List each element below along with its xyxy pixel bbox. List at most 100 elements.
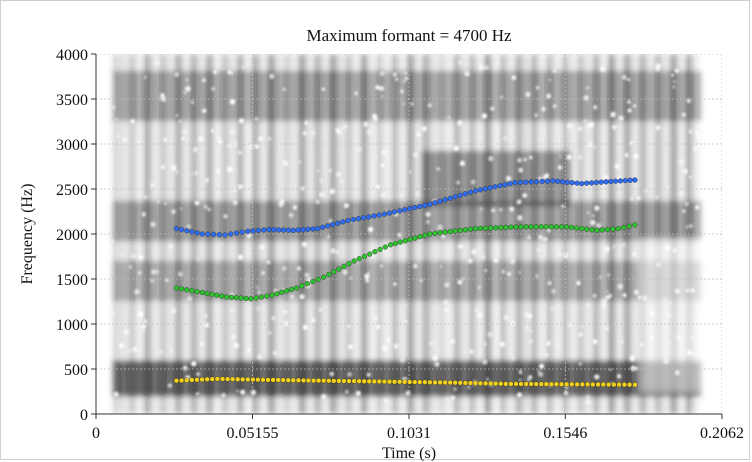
formant-point bbox=[544, 178, 551, 184]
formant-point bbox=[321, 378, 327, 384]
formant-point bbox=[209, 376, 215, 382]
formant-point bbox=[321, 274, 327, 280]
formant-point bbox=[260, 377, 266, 383]
formant-point bbox=[523, 179, 529, 185]
formant-point bbox=[311, 378, 317, 384]
formant-point bbox=[216, 232, 222, 238]
formant-point bbox=[512, 180, 518, 186]
formant-point bbox=[457, 380, 463, 386]
formant-point bbox=[336, 378, 342, 384]
formant-point bbox=[569, 224, 575, 230]
formant-point bbox=[351, 378, 357, 384]
formant-point bbox=[574, 225, 580, 231]
formant-point bbox=[402, 238, 408, 244]
formant-point bbox=[427, 379, 433, 385]
formant-point bbox=[228, 294, 234, 300]
formant-point bbox=[173, 378, 180, 384]
formant-tracks bbox=[173, 177, 638, 388]
formant-point bbox=[579, 226, 585, 232]
chart-title: Maximum formant = 4700 Hz bbox=[306, 26, 512, 45]
y-tick-label: 1000 bbox=[56, 317, 88, 334]
formant-point bbox=[345, 217, 351, 224]
formant-point bbox=[194, 377, 200, 383]
y-tick-label: 0 bbox=[80, 407, 88, 424]
formant-point bbox=[417, 379, 423, 385]
formant-point bbox=[320, 224, 326, 230]
formant-point bbox=[381, 379, 387, 385]
formant-point bbox=[447, 380, 453, 386]
formant-point bbox=[376, 378, 382, 385]
formant-point bbox=[173, 226, 180, 232]
formant-point bbox=[245, 376, 251, 383]
formant-point bbox=[219, 293, 225, 299]
y-axis-ticks: 0 500 1000 1500 2000 2500 3000 3500 4000 bbox=[56, 47, 96, 424]
formant-point bbox=[366, 214, 372, 220]
formant-point bbox=[518, 224, 524, 230]
x-tick-label: 0.1546 bbox=[543, 425, 587, 442]
formant-point bbox=[179, 227, 185, 233]
formant-point bbox=[432, 200, 438, 206]
x-axis-label: Time (s) bbox=[382, 445, 436, 461]
formant-point bbox=[442, 379, 448, 386]
formant-point bbox=[498, 381, 504, 387]
plot-area bbox=[96, 54, 722, 414]
formant-point bbox=[569, 381, 575, 387]
formant-point bbox=[472, 226, 479, 232]
formant-point bbox=[412, 379, 418, 385]
formant-point bbox=[356, 256, 362, 262]
formant-point bbox=[356, 378, 362, 384]
formant-point bbox=[205, 231, 211, 237]
formant-point bbox=[523, 381, 529, 387]
formant-point bbox=[377, 246, 383, 252]
formant-point bbox=[355, 216, 361, 222]
formant-point bbox=[533, 224, 539, 230]
formant-point bbox=[382, 244, 388, 250]
formant-point bbox=[600, 381, 606, 388]
formant-point bbox=[222, 232, 228, 238]
x-tick-label: 0 bbox=[92, 425, 100, 442]
formant-point bbox=[467, 380, 473, 386]
formant-track-1 bbox=[173, 177, 638, 238]
formant-point bbox=[387, 242, 394, 248]
formant-point bbox=[199, 231, 205, 237]
formant-point bbox=[275, 377, 281, 383]
formant-point bbox=[407, 236, 413, 242]
formant-point bbox=[493, 381, 499, 387]
formant-point bbox=[608, 178, 614, 185]
formant-point bbox=[513, 224, 519, 230]
formant-point bbox=[467, 189, 473, 195]
formant-point bbox=[397, 208, 403, 214]
formant-point bbox=[477, 380, 484, 386]
formant-point bbox=[564, 381, 570, 387]
formant-point bbox=[194, 230, 200, 236]
formant-point bbox=[315, 276, 321, 282]
formant-point bbox=[611, 382, 617, 388]
formant-point bbox=[538, 224, 544, 230]
formant-point bbox=[462, 227, 468, 233]
formant-point bbox=[305, 226, 311, 232]
formant-point bbox=[255, 227, 261, 233]
formant-point bbox=[477, 225, 484, 231]
formant-point bbox=[483, 380, 489, 386]
formant-point bbox=[361, 253, 368, 259]
formant-point bbox=[585, 381, 591, 387]
formant-point bbox=[350, 217, 356, 223]
formant-point bbox=[367, 251, 373, 257]
formant-point bbox=[632, 177, 638, 183]
formant-point bbox=[402, 207, 408, 213]
formant-point bbox=[543, 224, 549, 230]
formant-point bbox=[617, 178, 623, 184]
formant-point bbox=[391, 379, 398, 385]
formant-point bbox=[189, 377, 195, 383]
formant-point bbox=[569, 180, 575, 186]
formant-point bbox=[488, 380, 494, 387]
formant-point bbox=[295, 377, 301, 383]
formant-point bbox=[492, 184, 498, 190]
formant-point bbox=[261, 227, 267, 233]
formant-point bbox=[553, 224, 559, 230]
formant-point bbox=[315, 226, 321, 232]
y-tick-label: 2500 bbox=[56, 182, 88, 199]
formant-point bbox=[502, 182, 508, 188]
formant-point bbox=[437, 379, 443, 385]
formant-point bbox=[371, 213, 377, 219]
